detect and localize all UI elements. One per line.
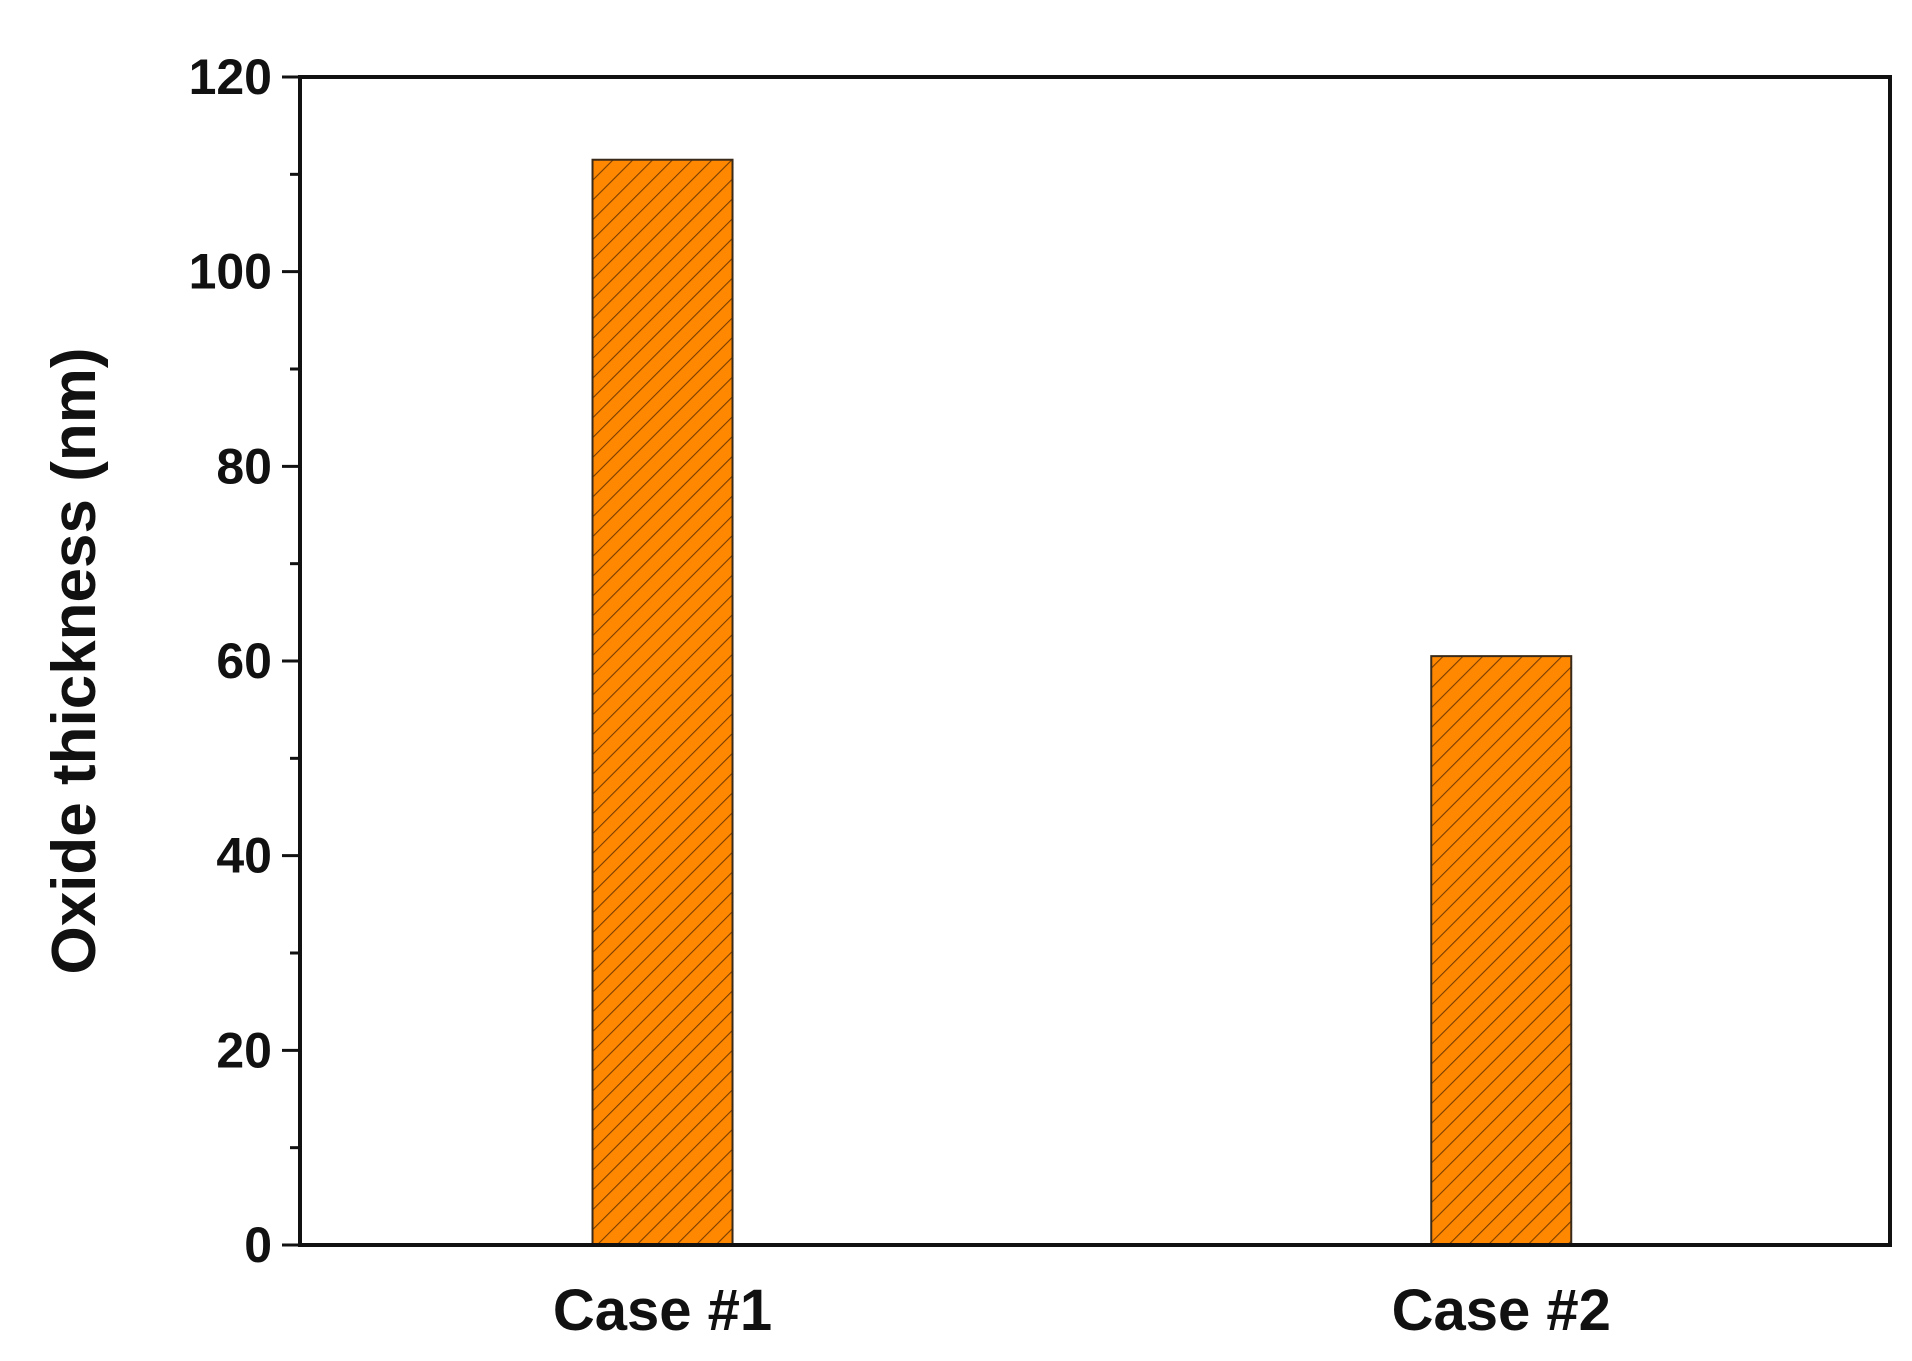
x-category-labels: Case #1 Case #2	[553, 1278, 1611, 1343]
y-tick-label: 0	[244, 1217, 272, 1273]
bars-layer	[591, 158, 1573, 1247]
y-tick-label: 20	[216, 1022, 272, 1078]
y-axis	[282, 75, 300, 1247]
y-tick-labels: 0 20 40 60 80 100 120	[189, 49, 272, 1273]
x-category-label: Case #2	[1392, 1278, 1611, 1343]
y-tick-label: 100	[189, 244, 272, 300]
y-tick-label: 80	[216, 438, 272, 494]
bar-1	[591, 158, 734, 1247]
x-category-label: Case #1	[553, 1278, 772, 1343]
bar-2	[1430, 655, 1573, 1246]
y-tick-label: 60	[216, 633, 272, 689]
y-tick-label: 120	[189, 49, 272, 105]
y-tick-label: 40	[216, 828, 272, 884]
y-axis-title: Oxide thickness (nm)	[40, 347, 109, 974]
plot-frame	[298, 75, 1892, 1247]
